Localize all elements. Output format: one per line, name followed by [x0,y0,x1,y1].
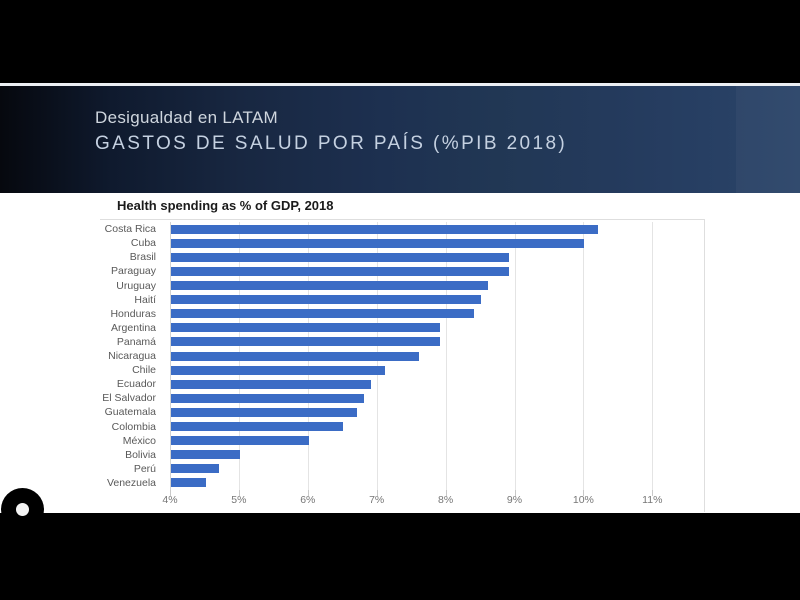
bar-haití [171,295,482,305]
category-label: Perú [133,462,156,475]
category-label: Honduras [110,307,156,320]
chart-frame-top-border [100,219,704,220]
record-dot-icon [16,503,29,516]
gridline [583,222,585,490]
x-tick-mark [445,490,447,496]
category-label: Paraguay [111,265,156,278]
bar-guatemala [171,407,357,417]
x-tick-mark [583,490,585,496]
category-label: Costa Rica [104,223,156,236]
x-tick-mark [170,490,171,496]
bar-paraguay [171,266,509,276]
category-label: El Salvador [102,392,156,405]
category-label: Haití [134,293,156,306]
bar-perú [171,464,220,474]
gridline [445,222,447,490]
x-tick-mark [514,490,516,496]
x-tick-label: 4% [162,494,178,506]
x-tick-label: 6% [300,494,316,506]
category-label: Argentina [111,321,156,334]
x-tick-label: 7% [369,494,385,506]
bar-el-salvador [171,393,364,403]
bar-argentina [171,323,440,333]
x-tick-label: 9% [506,494,523,506]
record-indicator-button[interactable] [1,488,44,531]
slide-body: Health spending as % of GDP, 2018 Costa … [0,193,800,513]
bar-ecuador [171,379,371,389]
bar-bolivia [171,450,240,460]
category-label: Colombia [111,420,156,433]
category-label: Cuba [130,237,156,250]
chart-frame-right-border [704,219,705,512]
gridline [514,222,516,490]
bar-panamá [171,337,440,347]
category-label: Venezuela [106,476,156,489]
x-tick-label: 11% [642,494,663,506]
category-label: Uruguay [116,279,156,292]
gridline [652,222,654,490]
slide-top-divider [0,83,800,86]
bar-chile [171,365,385,375]
slide-title: GASTOS DE SALUD POR PAÍS (%PIB 2018) [95,133,568,154]
bar-colombia [171,422,344,431]
y-axis-line [170,222,171,490]
category-label: Nicaragua [108,350,156,362]
bar-uruguay [171,281,488,290]
header-gradient-seam [736,86,800,193]
category-label: Bolivia [125,448,156,461]
slide-subtitle: Desigualdad en LATAM [95,108,279,127]
x-tick-label: 10% [572,494,594,506]
category-label: Chile [132,364,156,377]
category-label: Panamá [116,335,156,348]
x-tick-mark [652,490,654,496]
bar-nicaragua [171,351,420,361]
bar-honduras [171,309,475,319]
x-tick-label: 8% [438,494,454,506]
bar-venezuela [171,478,206,488]
category-label: México [122,434,156,447]
category-label: Guatemala [104,406,156,419]
bar-chart-plot-area [170,222,704,490]
slide-header: Desigualdad en LATAM GASTOS DE SALUD POR… [0,86,800,193]
category-label: Ecuador [116,378,156,391]
x-tick-label: 5% [231,494,247,506]
bar-costa-rica [171,224,599,234]
bar-brasil [171,252,509,262]
chart-title: Health spending as % of GDP, 2018 [117,198,334,213]
x-tick-mark [238,490,240,496]
category-axis-labels: Costa Rica Cuba Brasil Paraguay Uruguay Haití… [0,222,163,490]
letterbox-bottom-bar [0,513,800,600]
x-tick-mark [307,490,309,496]
x-tick-mark [376,490,378,496]
category-label: Brasil [129,251,156,264]
bar-cuba [171,238,585,248]
bar-méxico [171,436,309,446]
